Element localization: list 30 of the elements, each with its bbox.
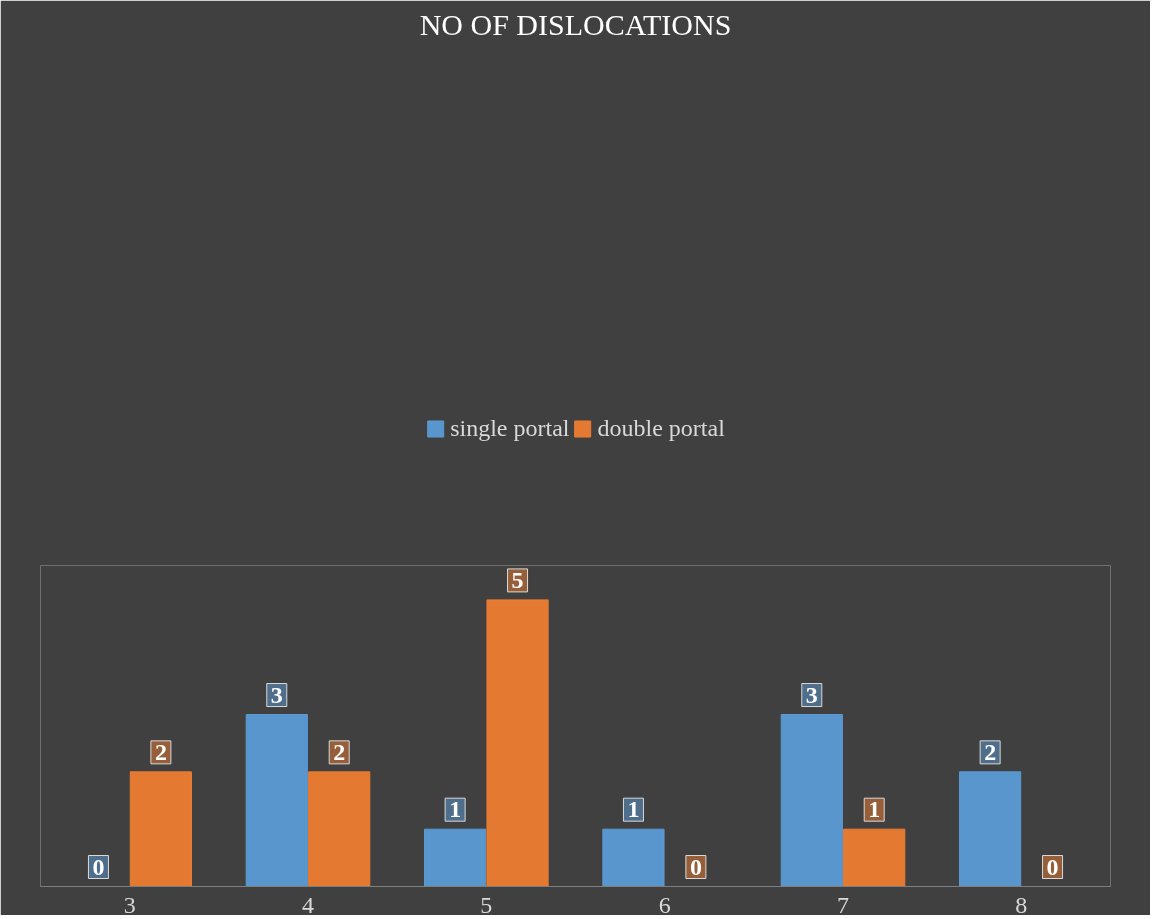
data-label: 1 <box>627 796 640 823</box>
bar <box>959 771 1022 887</box>
bar <box>245 714 308 887</box>
bar <box>129 771 192 887</box>
data-label: 2 <box>984 738 997 765</box>
x-tick-label: 7 <box>837 891 849 918</box>
bar <box>843 828 906 887</box>
data-label: 1 <box>868 796 881 823</box>
legend-label: double portal <box>597 414 725 442</box>
x-tick-label: 8 <box>1015 891 1028 918</box>
chart-title: NO OF DISLOCATIONS <box>419 7 732 41</box>
x-tick-label: 4 <box>302 891 314 918</box>
data-label: 0 <box>1046 853 1059 880</box>
bar <box>424 828 487 887</box>
x-tick-label: 5 <box>480 891 493 918</box>
bar <box>308 771 371 887</box>
x-tick-label: 6 <box>658 891 671 918</box>
data-label: 3 <box>270 681 283 708</box>
bar <box>780 714 843 887</box>
x-tick-label: 3 <box>123 891 136 918</box>
data-label: 2 <box>154 738 167 765</box>
data-label: 2 <box>333 738 346 765</box>
data-label: 0 <box>92 853 105 880</box>
bar <box>602 828 665 887</box>
data-label: 1 <box>449 796 462 823</box>
data-label: 5 <box>511 566 524 593</box>
bar <box>486 599 549 887</box>
legend-label: single portal <box>450 414 570 442</box>
data-label: 0 <box>689 853 702 880</box>
data-label: 3 <box>805 681 818 708</box>
